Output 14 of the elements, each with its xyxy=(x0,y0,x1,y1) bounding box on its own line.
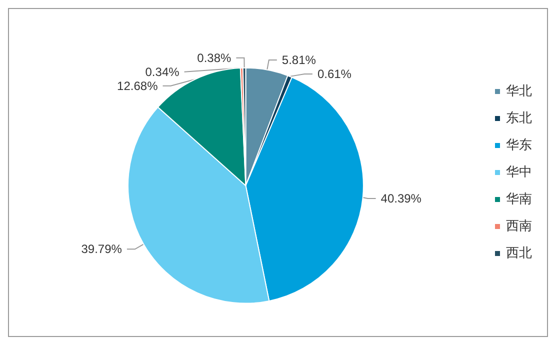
legend-label: 西南 xyxy=(506,219,532,234)
data-label: 0.34% xyxy=(145,64,180,79)
legend-label: 西北 xyxy=(506,246,532,261)
legend-label: 华东 xyxy=(506,138,532,153)
data-label: 0.61% xyxy=(317,66,352,81)
legend-label: 华中 xyxy=(506,165,532,180)
data-label: 12.68% xyxy=(117,78,158,93)
data-label: 0.38% xyxy=(197,50,232,65)
legend-label: 东北 xyxy=(506,111,532,126)
data-label: 5.81% xyxy=(282,52,316,67)
data-label: 39.79% xyxy=(81,242,122,256)
legend-label: 华北 xyxy=(506,84,532,99)
data-label: 40.39% xyxy=(380,192,422,206)
legend-label: 华南 xyxy=(506,192,532,207)
